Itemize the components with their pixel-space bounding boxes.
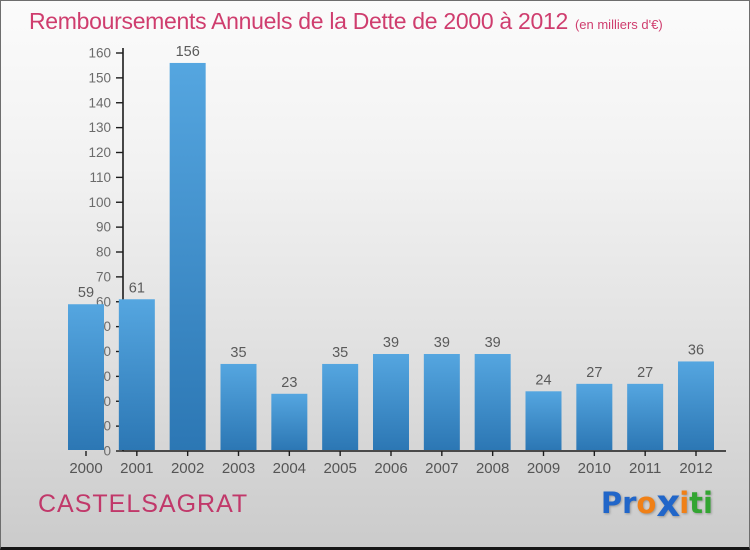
logo-letter: P — [600, 486, 623, 520]
bar-2004 — [271, 393, 308, 450]
bar-value-label: 61 — [129, 280, 145, 296]
bar-value-label: 27 — [637, 365, 653, 381]
x-category-label: 2008 — [476, 460, 509, 477]
x-category-label: 2011 — [629, 460, 661, 477]
page-subtitle: (en milliers d'€) — [574, 17, 663, 32]
bar-2008 — [474, 353, 511, 450]
bar-2000 — [68, 304, 104, 450]
bar-value-label: 156 — [176, 44, 200, 60]
bar-2001 — [118, 299, 155, 450]
bar-value-label: 39 — [485, 335, 501, 351]
x-category-label: 2001 — [120, 460, 153, 477]
x-category-label: 2002 — [171, 460, 204, 477]
bar-2005 — [322, 363, 359, 450]
bar-value-label: 39 — [383, 335, 399, 351]
location-label: CASTELSAGRAT — [38, 490, 249, 518]
x-category-label: 2012 — [679, 460, 712, 477]
bar-value-label: 24 — [535, 372, 551, 388]
logo-letter: o — [636, 486, 657, 520]
x-category-label: 2009 — [527, 460, 560, 477]
y-tick-label: 130 — [88, 120, 111, 135]
logo-letter: x — [656, 482, 680, 525]
bar-value-label: 59 — [78, 285, 94, 301]
bar-value-label: 39 — [434, 335, 450, 351]
logo-letter: r — [622, 486, 637, 520]
bar-value-label: 35 — [332, 345, 348, 361]
x-category-label: 2010 — [578, 460, 611, 477]
y-tick-label: 160 — [88, 46, 111, 61]
x-category-label: 2007 — [425, 460, 458, 477]
x-category-label: 2000 — [69, 460, 102, 477]
x-category-label: 2005 — [323, 460, 356, 477]
logo-letter: i — [679, 486, 690, 520]
bar-value-label: 35 — [230, 345, 246, 361]
bar-2006 — [373, 353, 409, 450]
title-row: Remboursements Annuels de la Dette de 20… — [29, 8, 663, 35]
bar-2011 — [627, 383, 664, 450]
y-tick-label: 0 — [103, 444, 111, 459]
y-tick-label: 90 — [96, 220, 111, 235]
y-tick-label: 100 — [88, 195, 111, 210]
bar-value-label: 23 — [281, 375, 297, 391]
y-tick-label: 70 — [96, 269, 111, 284]
bar-2012 — [678, 361, 714, 450]
logo-letter: i — [703, 486, 713, 520]
y-tick-label: 80 — [96, 245, 111, 260]
x-category-label: 2003 — [222, 460, 255, 477]
y-tick-label: 140 — [88, 95, 111, 110]
bar-2009 — [525, 391, 562, 450]
bar-value-label: 36 — [688, 342, 704, 358]
bar-2003 — [220, 363, 257, 450]
y-tick-label: 110 — [89, 170, 111, 185]
proxiti-logo: Proxiti — [601, 485, 713, 522]
page-title: Remboursements Annuels de la Dette de 20… — [29, 8, 568, 34]
y-tick-label: 150 — [88, 70, 111, 85]
x-category-label: 2006 — [374, 460, 407, 477]
y-tick-label: 120 — [88, 145, 111, 160]
bar-2010 — [576, 383, 613, 450]
logo-letter: t — [689, 486, 704, 520]
bar-2007 — [423, 353, 460, 450]
bar-2002 — [169, 62, 206, 450]
x-category-label: 2004 — [273, 460, 306, 477]
bar-value-label: 27 — [586, 365, 602, 381]
